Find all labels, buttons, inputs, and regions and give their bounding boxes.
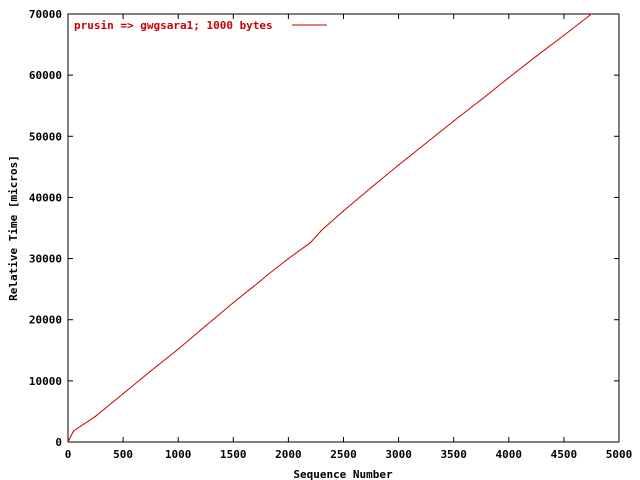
y-tick-label: 70000 <box>29 8 62 21</box>
data-point <box>94 415 97 417</box>
ticks-layer: 0 500 1000 1500 2000 2500 3000 3500 4000 4500 5000… <box>29 8 632 461</box>
x-tick-label: 4500 <box>551 448 578 461</box>
data-point <box>309 242 312 244</box>
data-point <box>260 279 262 282</box>
data-point <box>480 99 482 101</box>
x-tick-label: 3000 <box>385 448 412 461</box>
data-point <box>425 142 427 144</box>
data-point <box>563 34 565 37</box>
data-point <box>590 13 593 15</box>
y-tick-label: 60000 <box>29 69 62 82</box>
data-point <box>122 393 124 395</box>
data-point <box>287 257 289 260</box>
x-tick-label: 5000 <box>606 448 633 461</box>
x-tick-label: 0 <box>65 448 72 461</box>
y-tick-label: 10000 <box>29 375 62 388</box>
data-point <box>205 325 207 327</box>
data-point <box>265 275 267 277</box>
plot-frame <box>67 13 620 443</box>
series-line <box>67 13 592 443</box>
x-axis-title: Sequence Number <box>293 468 393 480</box>
data-point <box>398 164 400 166</box>
legend-label: prusin => gwgsara1; 1000 bytes <box>74 19 273 32</box>
data-point <box>150 370 152 372</box>
data-point <box>342 210 345 212</box>
y-tick-label: 30000 <box>29 253 62 266</box>
y-tick-label: 50000 <box>29 130 62 143</box>
data-point <box>453 120 455 122</box>
x-tick-label: 500 <box>113 448 133 461</box>
data-point <box>72 430 75 432</box>
x-tick-label: 1000 <box>165 448 192 461</box>
x-tick-label: 3500 <box>440 448 467 461</box>
y-tick-label: 0 <box>55 436 62 449</box>
data-point <box>67 441 69 443</box>
data-point <box>232 301 234 304</box>
x-tick-label: 1500 <box>220 448 247 461</box>
y-axis-title: Relative Time [micros] <box>7 155 20 301</box>
x-tick-label: 4000 <box>496 448 523 461</box>
data-point <box>508 76 510 79</box>
series-layer <box>67 13 593 443</box>
legend: prusin => gwgsara1; 1000 bytes <box>74 19 327 32</box>
x-tick-label: 2000 <box>275 448 302 461</box>
data-point <box>535 55 537 57</box>
data-point <box>320 229 323 232</box>
y-tick-label: 40000 <box>29 191 62 204</box>
data-point <box>370 187 372 189</box>
x-tick-label: 2500 <box>330 448 357 461</box>
data-point <box>177 348 179 350</box>
y-tick-label: 20000 <box>29 314 62 327</box>
